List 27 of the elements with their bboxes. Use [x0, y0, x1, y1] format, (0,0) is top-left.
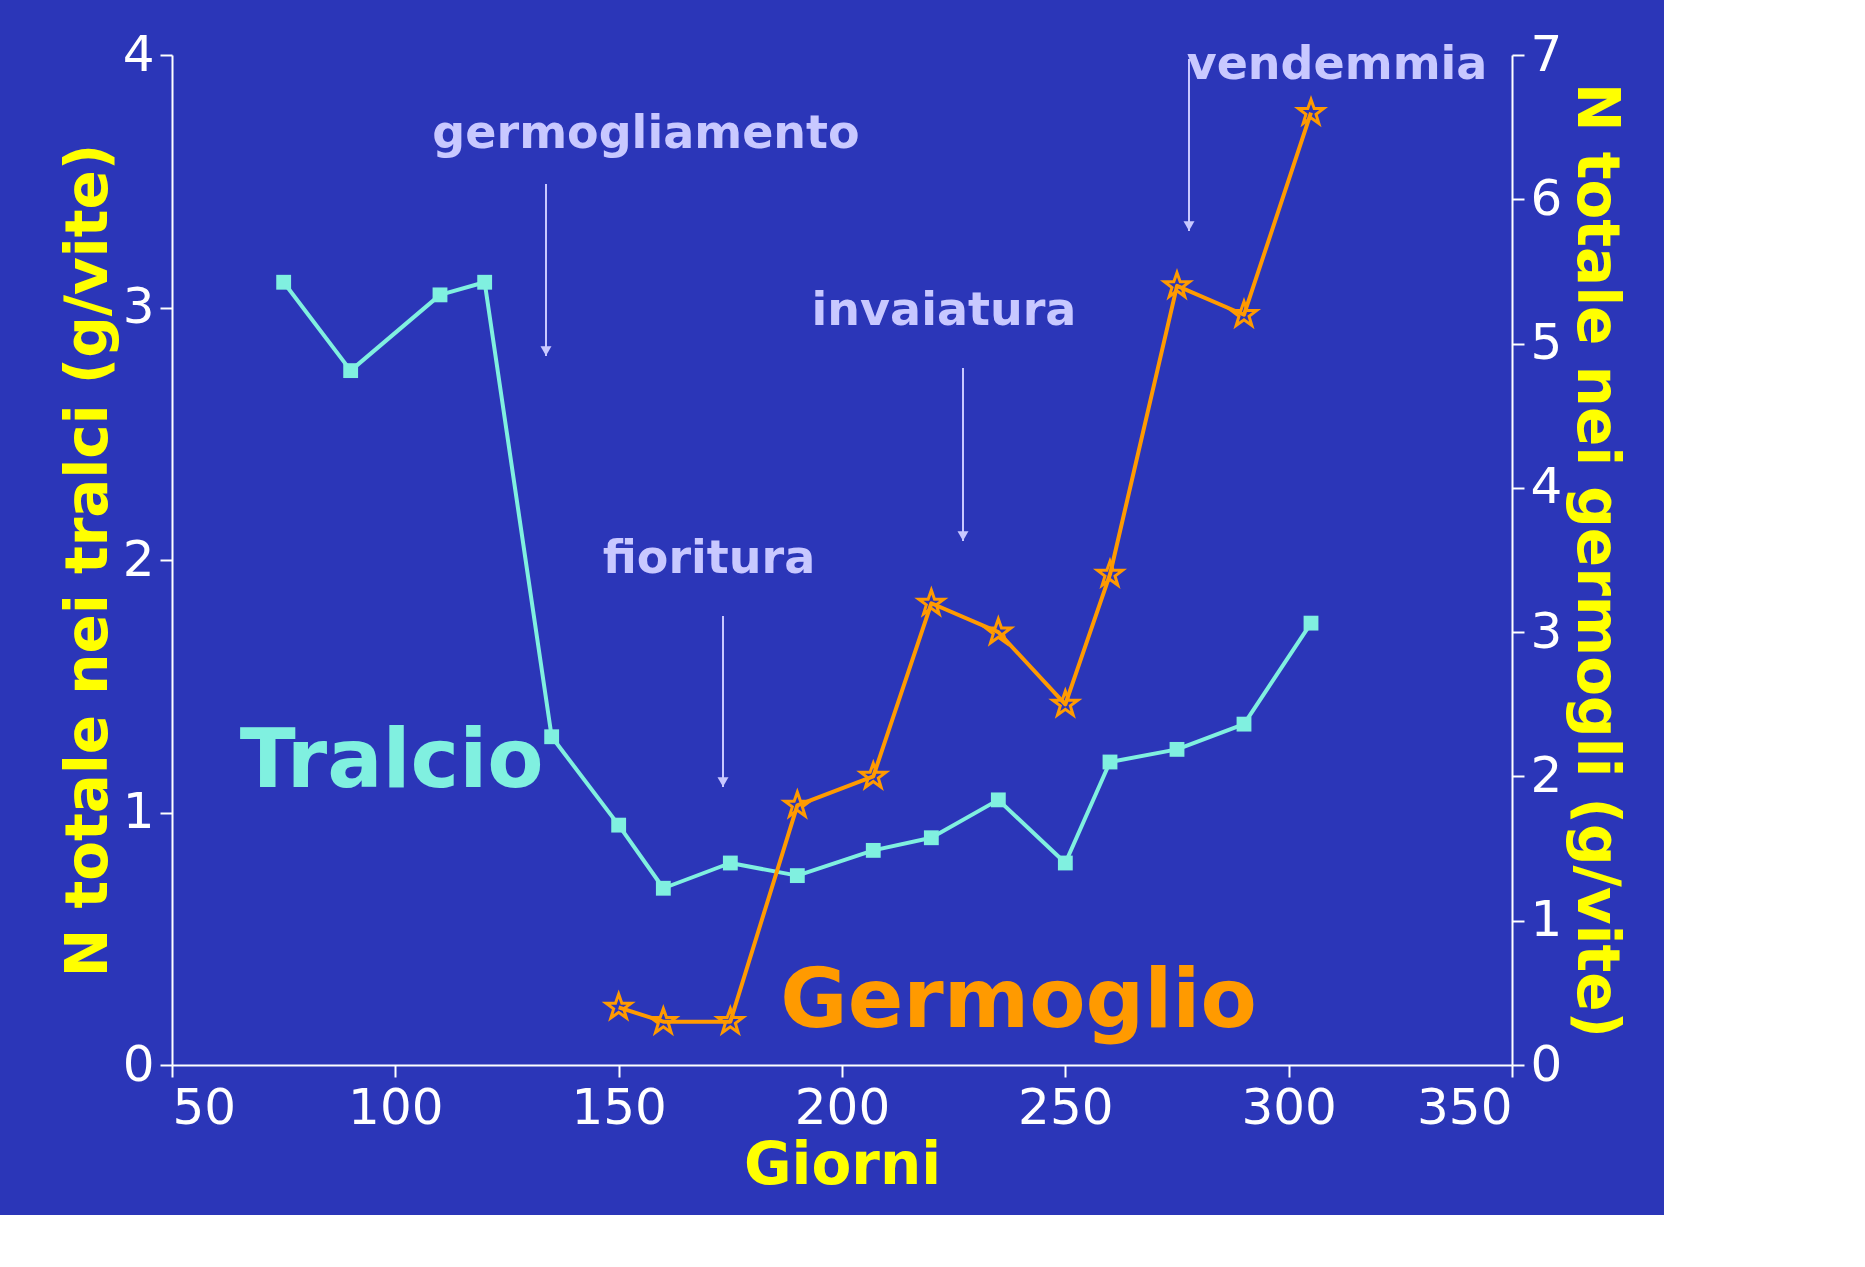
y-tick-label: 0: [122, 1034, 155, 1093]
annotation: fioritura: [602, 530, 816, 584]
y2-tick-label: 3: [1530, 601, 1563, 660]
y2-tick-label: 6: [1530, 168, 1563, 227]
y2-tick-label: 0: [1530, 1034, 1563, 1093]
x-tick-label: 300: [1241, 1077, 1337, 1136]
y2-tick-label: 5: [1530, 313, 1563, 372]
series-label: Tralcio: [239, 710, 544, 806]
x-tick-label: 250: [1018, 1077, 1114, 1136]
y2-tick-label: 4: [1530, 457, 1563, 516]
annotation: vendemmia: [1186, 36, 1488, 90]
y-tick-label: 2: [122, 529, 155, 588]
y-tick-label: 1: [122, 782, 155, 840]
annotation: invaiatura: [811, 282, 1077, 336]
x-tick-label: 100: [348, 1077, 444, 1136]
y2-tick-label: 1: [1530, 890, 1563, 949]
annotation: germogliamento: [432, 105, 860, 159]
series-label: Germoglio: [780, 950, 1257, 1046]
y2-tick-label: 2: [1530, 745, 1563, 804]
y-axis-title: N totale nei tralci (g/vite): [52, 143, 121, 978]
x-tick-label: 350: [1417, 1077, 1513, 1136]
y-tick-label: 4: [122, 24, 155, 83]
x-tick-label: 50: [172, 1077, 237, 1136]
y2-axis-title: N totale nei germogli (g/vite): [1564, 83, 1633, 1038]
y2-tick-label: 7: [1530, 24, 1563, 83]
x-tick-label: 150: [571, 1077, 667, 1136]
y-tick-label: 3: [122, 277, 155, 335]
